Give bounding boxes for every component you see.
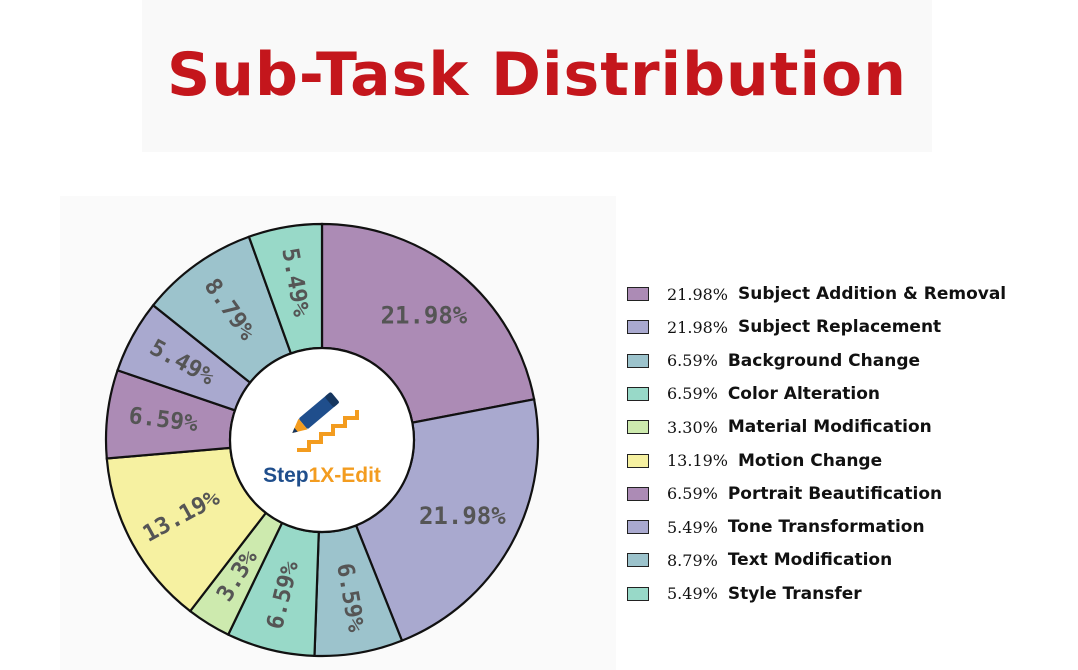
legend-label: Style Transfer: [727, 583, 862, 604]
title-panel: Sub-Task Distribution: [142, 0, 932, 152]
slice-label: 21.98%: [419, 502, 506, 530]
logo-suffix: 1X-Edit: [309, 464, 381, 487]
legend-label: Background Change: [727, 350, 921, 371]
legend-swatch: [627, 520, 649, 535]
slice-label: 21.98%: [381, 302, 468, 330]
logo-wordmark: Step1X-Edit: [263, 464, 381, 487]
legend-item: 8.79% Text Modification: [627, 548, 892, 572]
step1x-edit-logo: Step1X-Edit: [263, 392, 381, 487]
legend-percent: 21.98%: [667, 284, 729, 304]
legend-swatch: [627, 553, 649, 568]
legend-swatch: [627, 353, 649, 368]
legend-item: 6.59% Color Alteration: [627, 382, 880, 406]
legend-swatch: [627, 386, 649, 401]
legend-swatch: [627, 320, 649, 335]
legend-percent: 5.49%: [667, 584, 718, 604]
legend-label: Text Modification: [727, 550, 893, 571]
stairs-icon: [297, 410, 359, 452]
legend-swatch: [627, 420, 649, 435]
donut-chart: 21.98%21.98%6.59%6.59%3.3%13.19%6.59%5.4…: [104, 222, 540, 658]
legend-item: 21.98% Subject Addition & Removal: [627, 282, 1006, 306]
legend-item: 6.59% Portrait Beautification: [627, 482, 942, 506]
legend-item: 6.59% Background Change: [627, 349, 920, 373]
legend-label: Subject Addition & Removal: [738, 284, 1007, 304]
legend-percent: 21.98%: [667, 317, 729, 337]
pencil-icon: [292, 392, 339, 433]
legend-percent: 3.30%: [667, 417, 718, 437]
legend-label: Color Alteration: [727, 383, 881, 404]
legend-item: 3.30% Material Modification: [627, 415, 932, 439]
legend-swatch: [627, 453, 649, 468]
chart-panel: 21.98% 21.98% 6.59% 6.59% 3.3% 13.19% 6.59% 5.4…: [60, 196, 616, 670]
legend-item: 21.98% Subject Replacement: [627, 315, 941, 339]
legend-swatch: [627, 287, 649, 301]
legend-percent: 5.49%: [667, 517, 718, 537]
legend-swatch: [627, 486, 649, 501]
chart-title: Sub-Task Distribution: [167, 40, 907, 110]
legend-percent: 8.79%: [667, 550, 718, 570]
legend-item: 5.49% Style Transfer: [627, 582, 862, 606]
legend-label: Subject Replacement: [738, 317, 942, 338]
legend-label: Motion Change: [738, 450, 883, 471]
legend-percent: 13.19%: [667, 451, 729, 470]
logo-prefix: Step: [263, 464, 309, 487]
legend-percent: 6.59%: [667, 351, 718, 371]
legend-label: Material Modification: [727, 417, 932, 438]
legend-percent: 6.59%: [667, 484, 718, 504]
legend-item: 13.19% Motion Change: [627, 449, 882, 473]
legend-label: Tone Transformation: [727, 517, 925, 538]
legend-percent: 6.59%: [667, 384, 718, 404]
legend-swatch: [627, 586, 649, 601]
legend-label: Portrait Beautification: [727, 483, 943, 504]
legend-item: 5.49% Tone Transformation: [627, 515, 925, 539]
